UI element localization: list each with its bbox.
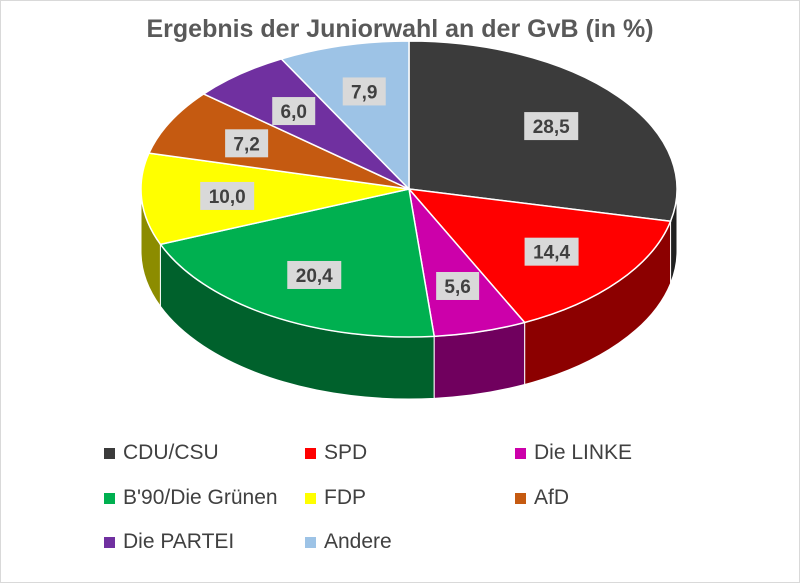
data-label-box	[524, 237, 579, 266]
data-label-box	[200, 181, 255, 210]
chart-title: Ergebnis der Juniorwahl an der GvB (in %…	[146, 15, 654, 43]
data-label-die-linke: 5,6	[436, 271, 480, 300]
data-label-text: 7,9	[351, 82, 377, 103]
data-label-box	[342, 77, 386, 106]
data-label-box	[436, 271, 480, 300]
data-label-b-90-die-gr-nen: 20,4	[287, 260, 342, 289]
data-label-text: 5,6	[444, 277, 470, 298]
data-label-text: 20,4	[296, 266, 333, 287]
data-label-box	[225, 129, 269, 158]
data-label-box	[524, 112, 579, 141]
data-label-die-partei: 6,0	[272, 97, 316, 126]
pie-slice-afd	[147, 93, 410, 190]
data-label-box	[272, 97, 316, 126]
data-label-box	[287, 260, 342, 289]
data-label-fdp: 10,0	[200, 181, 255, 210]
data-label-cdu-csu: 28,5	[524, 112, 579, 141]
data-label-andere: 7,9	[342, 77, 386, 106]
data-label-text: 28,5	[533, 117, 570, 138]
data-label-spd: 14,4	[524, 237, 579, 266]
data-label-text: 6,0	[281, 102, 307, 123]
pie-slice-fdp	[140, 152, 410, 246]
data-label-text: 7,2	[233, 134, 259, 155]
data-label-text: 14,4	[533, 243, 570, 264]
data-label-afd: 7,2	[225, 129, 269, 158]
data-label-text: 10,0	[209, 187, 246, 208]
